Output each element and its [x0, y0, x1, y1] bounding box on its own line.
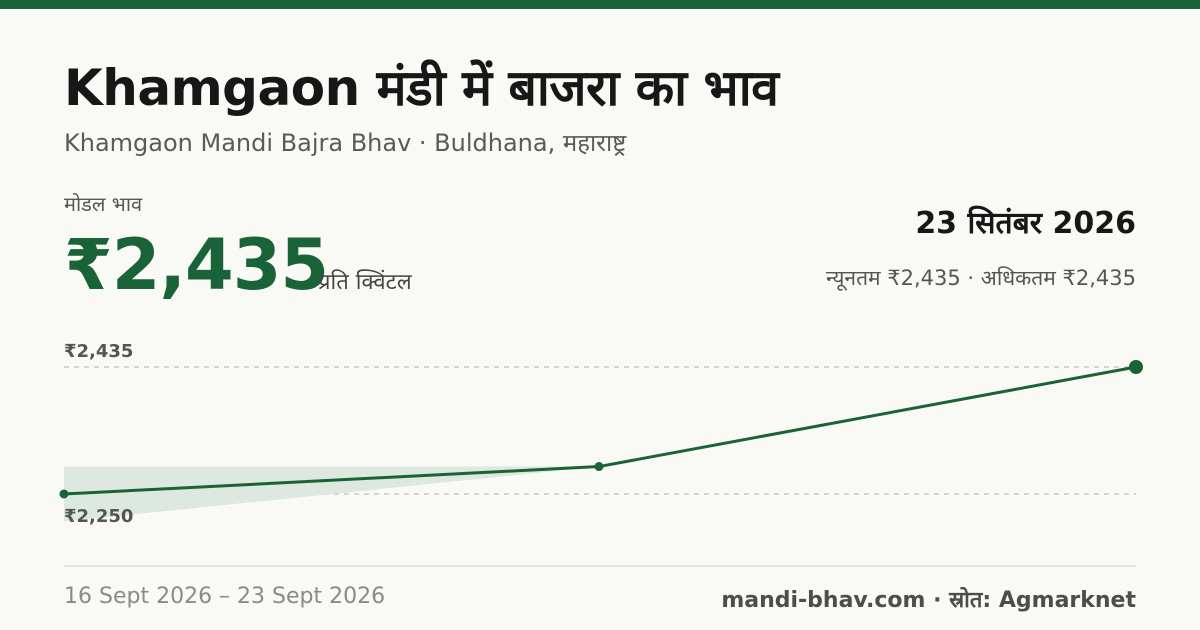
- modal-price-label: मोडल भाव: [64, 192, 143, 216]
- footer-divider: [64, 565, 1136, 567]
- min-max-range: न्यूनतम ₹2,435 · अधिकतम ₹2,435: [826, 266, 1136, 290]
- data-point: [1129, 360, 1143, 374]
- footer-source: mandi-bhav.com · स्रोत: Agmarknet: [721, 588, 1136, 613]
- page-subtitle: Khamgaon Mandi Bajra Bhav · Buldhana, मह…: [64, 129, 627, 157]
- price-date: 23 सितंबर 2026: [915, 206, 1136, 241]
- data-point: [594, 462, 604, 472]
- top-accent-bar: [0, 0, 1200, 9]
- price-range-band: [64, 466, 599, 522]
- y-tick-label-top: ₹2,435: [64, 341, 133, 362]
- modal-price-value: ₹2,435: [64, 224, 329, 306]
- y-tick-label-bottom: ₹2,250: [64, 506, 133, 527]
- page-title: Khamgaon मंडी में बाजरा का भाव: [64, 59, 779, 117]
- footer-date-range: 16 Sept 2026 – 23 Sept 2026: [64, 584, 386, 609]
- data-point: [59, 489, 69, 499]
- price-unit: प्रति क्विंटल: [318, 270, 412, 295]
